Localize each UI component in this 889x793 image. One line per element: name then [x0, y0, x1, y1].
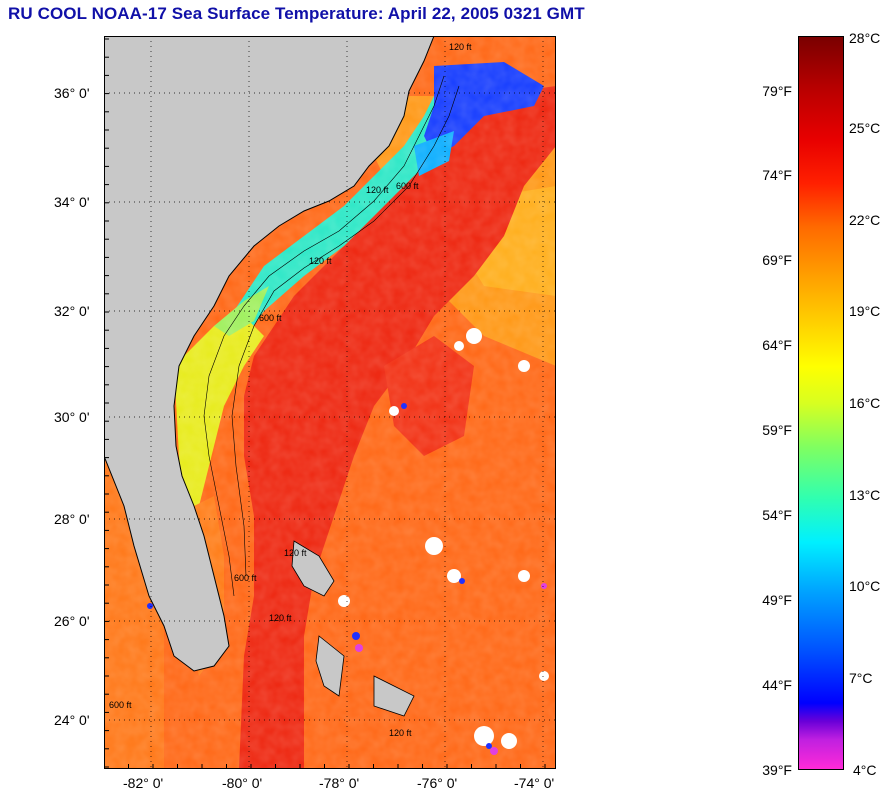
contour-label: 600 ft	[396, 181, 419, 191]
celsius-label: 28°C	[849, 30, 881, 46]
celsius-label: 22°C	[849, 212, 881, 228]
contour-label: 120 ft	[389, 728, 412, 738]
celsius-label: 25°C	[849, 120, 881, 136]
cloud-patches	[338, 328, 549, 749]
land-bahamas-2	[315, 635, 345, 697]
contour-label-group: 120 ft 120 ft 600 ft 120 ft 600 ft 120 f…	[109, 42, 472, 738]
contour-label: 120 ft	[366, 185, 389, 195]
contour-label: 120 ft	[284, 548, 307, 558]
magenta-patches	[355, 583, 547, 755]
contour-label: 120 ft	[309, 256, 332, 266]
lat-label: 36° 0'	[54, 85, 90, 101]
lon-label: -82° 0'	[123, 775, 164, 791]
land-bahamas-3	[373, 675, 415, 717]
contour-label: 120 ft	[449, 42, 472, 52]
lat-label: 32° 0'	[54, 303, 90, 319]
lon-label: -78° 0'	[319, 775, 360, 791]
lat-label: 24° 0'	[54, 712, 90, 728]
temperature-colorbar	[798, 36, 844, 770]
lon-label: -74° 0'	[514, 775, 555, 791]
land-mainland	[104, 36, 435, 672]
contour-label: 600 ft	[259, 313, 282, 323]
lat-label: 30° 0'	[54, 409, 90, 425]
contour-label: 600 ft	[109, 700, 132, 710]
celsius-label: 16°C	[849, 395, 881, 411]
lat-label: 34° 0'	[54, 194, 90, 210]
celsius-label: 4°C	[853, 762, 877, 778]
fahrenheit-label: 44°F	[762, 677, 792, 693]
celsius-label: 10°C	[849, 578, 881, 594]
sst-map: 120 ft 120 ft 600 ft 120 ft 600 ft 120 f…	[104, 36, 556, 769]
contour-label: 120 ft	[269, 613, 292, 623]
contour-label: 600 ft	[234, 573, 257, 583]
celsius-label: 19°C	[849, 303, 881, 319]
fahrenheit-label: 74°F	[762, 167, 792, 183]
land-bahamas-1	[291, 540, 335, 597]
lon-label: -80° 0'	[222, 775, 263, 791]
contour-120	[203, 75, 445, 597]
map-title: RU COOL NOAA-17 Sea Surface Temperature:…	[8, 4, 585, 23]
contour-600	[231, 85, 460, 577]
celsius-label: 7°C	[849, 670, 873, 686]
cold-cloud-edges	[147, 403, 492, 749]
fahrenheit-label: 54°F	[762, 507, 792, 523]
fahrenheit-label: 49°F	[762, 592, 792, 608]
lat-label: 26° 0'	[54, 613, 90, 629]
graticule	[104, 36, 556, 769]
lon-label: -76° 0'	[417, 775, 458, 791]
fahrenheit-label: 69°F	[762, 252, 792, 268]
lat-label: 28° 0'	[54, 511, 90, 527]
fahrenheit-label: 64°F	[762, 337, 792, 353]
fahrenheit-label: 59°F	[762, 422, 792, 438]
celsius-label: 13°C	[849, 487, 881, 503]
fahrenheit-label: 79°F	[762, 83, 792, 99]
fahrenheit-label: 39°F	[762, 762, 792, 778]
